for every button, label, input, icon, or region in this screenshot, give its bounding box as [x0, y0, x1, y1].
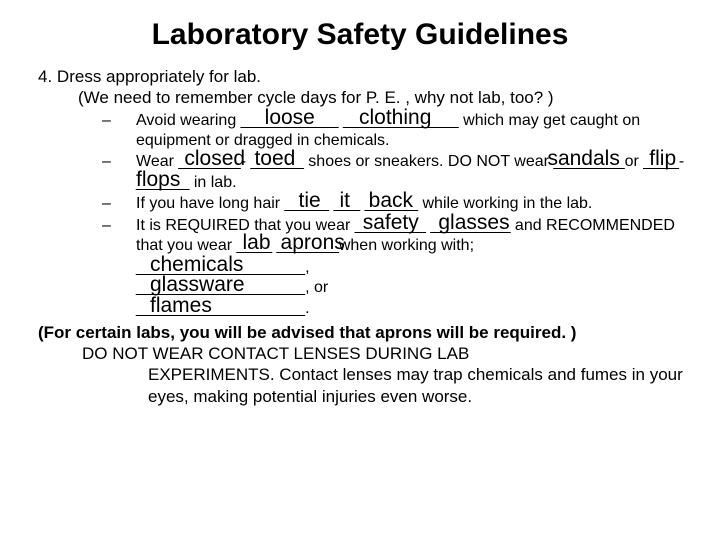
bullet-text: Avoid wearing ___________loose _________… [136, 111, 690, 152]
sub-list: ___________________chemicals, __________… [136, 258, 690, 319]
bullet-dash: – [102, 216, 136, 236]
fill-flames: flames [150, 293, 212, 320]
bullet-dash: – [102, 152, 136, 172]
fill-toed: toed [254, 146, 295, 173]
fill-tie: tie [299, 188, 321, 215]
blank-clothing: _____________clothing [343, 111, 459, 131]
fill-clothing: clothing [359, 105, 431, 132]
fill-safety: safety [363, 210, 419, 237]
blank-sandals: ________sandals [553, 152, 624, 172]
blank-aprons: _______aprons [277, 236, 339, 256]
fill-sandals: sandals [547, 146, 619, 173]
text-fragment: . [305, 300, 309, 317]
list-item: ___________________flames. [136, 299, 690, 319]
text-fragment: shoes or sneakers. DO NOT wear [304, 153, 554, 170]
blank-flops: ______flops [136, 173, 189, 193]
text-fragment: when working with; [339, 237, 474, 254]
section-heading: 4. Dress appropriately for lab. [38, 66, 690, 87]
blank-tie: _____tie [285, 194, 330, 214]
blank-it: ___it [334, 194, 361, 214]
page-root: Laboratory Safety Guidelines 4. Dress ap… [0, 0, 720, 417]
fill-closed: closed [184, 146, 245, 173]
blank-loose: ___________loose [241, 111, 339, 131]
text-fragment: or [625, 153, 644, 170]
fill-aprons: aprons [281, 230, 345, 257]
fill-flops: flops [136, 167, 180, 194]
bullet-list: – Avoid wearing ___________loose _______… [102, 111, 690, 257]
bullet-dash: – [102, 194, 136, 214]
bullet-item: – Avoid wearing ___________loose _______… [102, 111, 690, 152]
blank-safety: ________safety [355, 216, 426, 236]
bullet-item: – It is REQUIRED that you wear ________s… [102, 216, 690, 257]
bullet-item: – Wear _______closed- ______toed shoes o… [102, 152, 690, 193]
fill-lab: lab [243, 230, 271, 257]
blank-flames: ___________________flames [136, 299, 305, 319]
fill-flip: flip [649, 146, 676, 173]
fill-loose: loose [265, 105, 315, 132]
footer-note-2: DO NOT WEAR CONTACT LENSES DURING LAB [82, 343, 690, 364]
text-fragment: , or [305, 279, 328, 296]
text-fragment: , [305, 259, 309, 276]
text-fragment: in lab. [189, 174, 236, 191]
section-head-text: Dress appropriately for lab. [57, 67, 261, 86]
blank-closed: _______closed [178, 152, 240, 172]
fill-glasses: glasses [438, 210, 509, 237]
footer-note-1: (For certain labs, you will be advised t… [38, 323, 690, 343]
blank-toed: ______toed [250, 152, 303, 172]
blank-flip: ____flip [643, 152, 679, 172]
bullet-text: Wear _______closed- ______toed shoes or … [136, 152, 690, 193]
text-fragment: If you have long hair [136, 195, 285, 212]
blank-glasses: _________glasses [430, 216, 510, 236]
footer-note-3: EXPERIMENTS. Contact lenses may trap che… [148, 364, 690, 407]
text-fragment: Avoid wearing [136, 112, 241, 129]
fill-it: it [340, 188, 351, 215]
section-number: 4. [38, 67, 52, 86]
bullet-text: It is REQUIRED that you wear ________saf… [136, 216, 690, 257]
page-title: Laboratory Safety Guidelines [30, 18, 690, 52]
bullet-dash: – [102, 111, 136, 131]
list-item: ___________________glassware, or [136, 278, 690, 298]
